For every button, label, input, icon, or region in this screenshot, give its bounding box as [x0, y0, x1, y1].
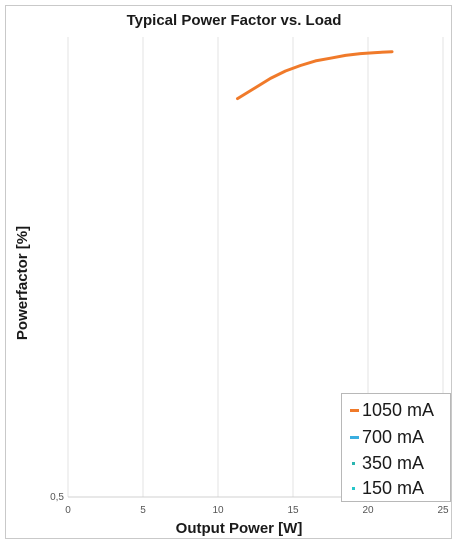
x-tick-label: 25 — [437, 505, 449, 516]
x-tick-label: 15 — [287, 505, 299, 516]
x-tick-label: 20 — [362, 505, 374, 516]
x-axis-label: Output Power [W] — [176, 520, 303, 537]
series-line-1050ma — [236, 50, 394, 101]
legend-item-350ma: 350 mA — [350, 450, 424, 476]
legend-item-1050ma: 1050 mA — [350, 397, 434, 423]
y-tick-label: 0,5 — [50, 492, 64, 503]
legend-item-700ma: 700 mA — [350, 424, 424, 450]
y-axis-label: Powerfactor [%] — [14, 226, 31, 340]
legend: 1050 mA 700 mA 350 mA 150 mA — [341, 393, 451, 502]
x-tick-label: 5 — [140, 505, 146, 516]
legend-item-150ma: 150 mA — [350, 475, 424, 501]
legend-label-1050ma: 1050 mA — [362, 399, 435, 420]
legend-swatch-1050ma — [350, 408, 359, 412]
legend-swatch-350ma — [352, 461, 355, 465]
legend-label-150ma: 150 mA — [362, 477, 425, 498]
legend-label-350ma: 350 mA — [362, 452, 425, 473]
legend-label-700ma: 700 mA — [362, 426, 425, 447]
x-tick-label: 0 — [65, 505, 71, 516]
x-tick-label: 10 — [212, 505, 224, 516]
legend-swatch-150ma — [352, 486, 355, 490]
chart-title: Typical Power Factor vs. Load — [127, 12, 342, 29]
chart-frame — [5, 5, 452, 539]
legend-swatch-700ma — [350, 435, 359, 439]
